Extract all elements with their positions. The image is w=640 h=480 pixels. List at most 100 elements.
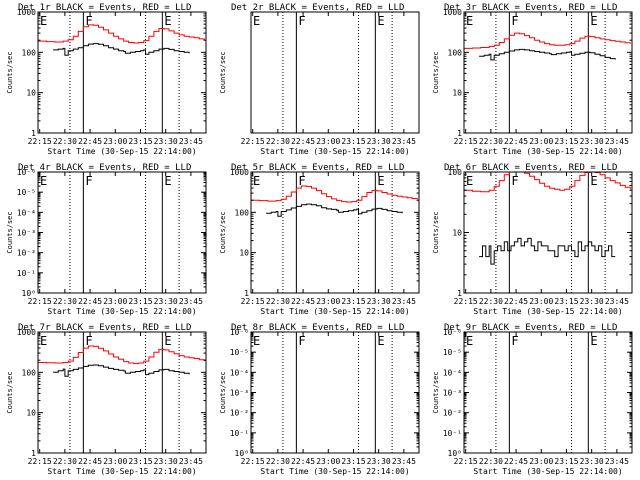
marker-e: E (164, 14, 171, 28)
x-tick-label: 23:15 (554, 297, 578, 306)
y-tick-label: 1000 (17, 328, 36, 337)
x-tick-label: 23:30 (580, 297, 604, 306)
x-tick-label: 23:45 (179, 137, 203, 146)
panel-title: Det 8r BLACK = Events, RED = LLD (231, 323, 404, 333)
x-tick-label: 23:45 (179, 297, 203, 306)
panel-title: Det 7r BLACK = Events, RED = LLD (18, 323, 191, 333)
marker-e: E (253, 174, 260, 188)
marker-f: F (511, 14, 518, 28)
x-axis-label: Start Time (30-Sep-15 22:14:00) (47, 147, 196, 156)
axes-frame (250, 171, 420, 294)
x-tick-label: 23:45 (605, 457, 629, 466)
y-axis-label: Counts/sec (432, 51, 440, 93)
x-tick-label: 22:15 (241, 457, 265, 466)
x-tick-label: 23:45 (179, 457, 203, 466)
marker-e: E (40, 14, 47, 28)
series-events-line (479, 237, 616, 265)
marker-e: E (377, 334, 384, 348)
x-tick-label: 23:00 (103, 297, 127, 306)
y-tick-label: 10⁻⁵ (230, 348, 249, 357)
x-tick-label: 23:15 (341, 137, 365, 146)
y-tick-label: 10⁻² (17, 249, 36, 258)
y-tick-label: 10⁰ (235, 449, 249, 458)
marker-f: F (85, 14, 92, 28)
x-tick-label: 23:30 (154, 297, 178, 306)
marker-e: E (40, 174, 47, 188)
x-tick-label: 22:30 (479, 457, 503, 466)
axes-frame (37, 11, 207, 134)
x-tick-label: 23:15 (554, 137, 578, 146)
y-tick-label: 1 (244, 289, 249, 298)
x-tick-label: 22:45 (504, 457, 528, 466)
axes-frame (463, 11, 633, 134)
axes-frame (250, 11, 420, 134)
marker-f: F (298, 14, 305, 28)
x-tick-label: 23:15 (554, 457, 578, 466)
y-tick-label: 10 (26, 409, 36, 418)
x-tick-label: 22:30 (266, 297, 290, 306)
y-tick-label: 10⁻⁶ (230, 328, 249, 337)
x-tick-label: 22:30 (53, 457, 77, 466)
x-tick-label: 22:15 (28, 457, 52, 466)
y-tick-label: 10⁻⁶ (17, 168, 36, 177)
x-tick-label: 22:30 (479, 137, 503, 146)
marker-e: E (164, 334, 171, 348)
x-tick-label: 23:15 (341, 457, 365, 466)
x-tick-label: 23:45 (605, 297, 629, 306)
series-events-line (266, 203, 403, 217)
y-tick-label: 1 (31, 129, 36, 138)
x-tick-label: 22:15 (454, 297, 478, 306)
x-tick-label: 23:30 (367, 457, 391, 466)
x-tick-label: 23:30 (580, 137, 604, 146)
marker-f: F (298, 174, 305, 188)
x-tick-label: 23:15 (128, 457, 152, 466)
x-axis-label: Start Time (30-Sep-15 22:14:00) (47, 307, 196, 316)
marker-e: E (466, 14, 473, 28)
x-tick-label: 22:45 (78, 457, 102, 466)
y-tick-label: 10⁻² (443, 409, 462, 418)
series-events-line (479, 48, 616, 61)
x-tick-label: 22:15 (28, 297, 52, 306)
x-tick-label: 22:45 (78, 137, 102, 146)
axes-frame (463, 331, 633, 454)
x-tick-label: 23:00 (103, 457, 127, 466)
marker-e: E (253, 14, 260, 28)
x-tick-label: 22:30 (53, 137, 77, 146)
x-tick-label: 22:15 (241, 137, 265, 146)
marker-e: E (466, 334, 473, 348)
marker-e: E (590, 174, 597, 188)
series-lld-line (251, 185, 418, 203)
x-tick-label: 22:30 (53, 297, 77, 306)
marker-e: E (164, 174, 171, 188)
y-axis-label: Counts/sec (219, 371, 227, 413)
y-tick-label: 1 (457, 289, 462, 298)
x-axis-label: Start Time (30-Sep-15 22:14:00) (260, 147, 409, 156)
x-tick-label: 22:15 (28, 137, 52, 146)
y-tick-label: 10⁻² (230, 409, 249, 418)
y-axis-label: Counts/sec (219, 211, 227, 253)
x-tick-label: 22:30 (266, 137, 290, 146)
axes-frame (37, 171, 207, 294)
x-tick-label: 22:45 (291, 137, 315, 146)
y-axis-label: Counts/sec (219, 51, 227, 93)
x-tick-label: 23:45 (392, 457, 416, 466)
y-tick-label: 10⁻⁴ (230, 368, 249, 377)
x-tick-label: 22:45 (291, 297, 315, 306)
y-tick-label: 10⁻⁴ (443, 368, 462, 377)
y-tick-label: 1 (457, 129, 462, 138)
y-tick-label: 10 (239, 249, 249, 258)
series-lld-line (38, 24, 205, 44)
y-tick-label: 10 (26, 89, 36, 98)
panel-title: Det 2r BLACK = Events, RED = LLD (231, 3, 404, 13)
y-axis-label: Counts/sec (6, 211, 14, 253)
marker-e: E (466, 174, 473, 188)
x-tick-label: 22:45 (78, 297, 102, 306)
y-tick-label: 10⁻³ (230, 389, 249, 398)
y-axis-label: Counts/sec (6, 51, 14, 93)
